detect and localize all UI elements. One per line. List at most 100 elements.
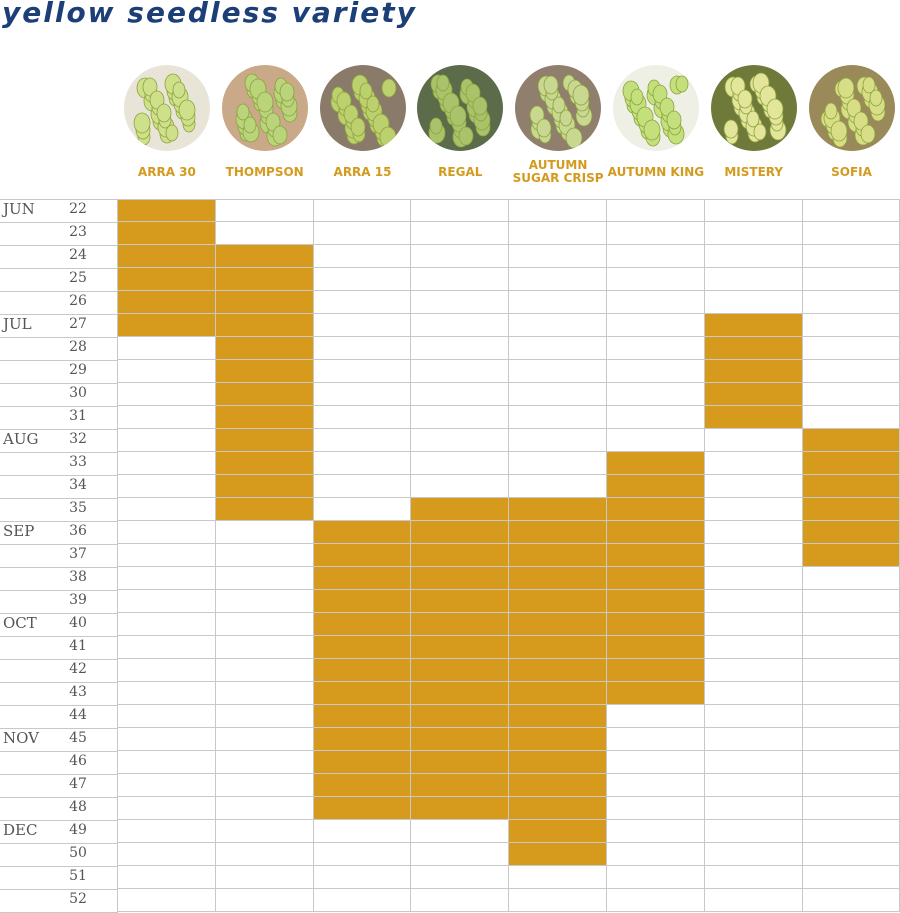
harvest-cell xyxy=(803,567,900,590)
harvest-cell xyxy=(705,843,803,866)
harvest-cell-active xyxy=(314,613,411,636)
harvest-cell xyxy=(216,521,314,544)
harvest-cell-active xyxy=(509,613,607,636)
harvest-cell xyxy=(118,383,216,406)
harvest-cell xyxy=(803,337,900,360)
variety-label-line1: MISTERY xyxy=(705,166,803,179)
harvest-cell xyxy=(118,728,216,751)
week-label: 38 xyxy=(58,569,98,585)
harvest-cell xyxy=(803,797,900,820)
harvest-cell xyxy=(411,199,509,222)
grape-photo-thompson xyxy=(222,65,308,151)
harvest-cell-active xyxy=(118,268,216,291)
harvest-cell xyxy=(705,728,803,751)
harvest-cell xyxy=(411,866,509,889)
harvest-cell xyxy=(509,866,607,889)
harvest-cell xyxy=(411,889,509,912)
harvest-cell xyxy=(314,820,411,843)
harvest-cell xyxy=(411,268,509,291)
week-label: 51 xyxy=(58,868,98,884)
harvest-cell xyxy=(607,843,705,866)
harvest-cell xyxy=(705,705,803,728)
harvest-cell-active xyxy=(216,383,314,406)
month-label-jun: JUN xyxy=(3,200,35,218)
harvest-cell-active xyxy=(509,774,607,797)
harvest-cell xyxy=(118,682,216,705)
harvest-cell xyxy=(705,682,803,705)
harvest-cell xyxy=(118,705,216,728)
harvest-cell xyxy=(216,590,314,613)
harvest-cell-active xyxy=(314,797,411,820)
harvest-cell-active xyxy=(607,682,705,705)
row-divider xyxy=(0,774,118,775)
harvest-cell-active xyxy=(216,291,314,314)
row-divider xyxy=(0,245,118,246)
harvest-cell-active xyxy=(216,406,314,429)
harvest-cell xyxy=(803,843,900,866)
variety-label-thompson: THOMPSON xyxy=(216,166,314,179)
harvest-cell-active xyxy=(216,498,314,521)
harvest-cell-active xyxy=(509,636,607,659)
harvest-cell xyxy=(803,889,900,912)
harvest-cell xyxy=(607,245,705,268)
harvest-cell xyxy=(411,406,509,429)
harvest-cell xyxy=(509,291,607,314)
week-label: 49 xyxy=(58,822,98,838)
harvest-cell xyxy=(411,429,509,452)
harvest-cell xyxy=(803,383,900,406)
grape-photo-mistery xyxy=(711,65,797,151)
harvest-cell xyxy=(803,751,900,774)
week-label: 33 xyxy=(58,454,98,470)
harvest-cell xyxy=(509,268,607,291)
harvest-cell-active xyxy=(314,659,411,682)
harvest-cell xyxy=(803,728,900,751)
month-label-aug: AUG xyxy=(3,430,38,448)
row-divider xyxy=(0,567,118,568)
harvest-cell xyxy=(803,199,900,222)
harvest-cell xyxy=(705,521,803,544)
harvest-cell-active xyxy=(411,774,509,797)
harvest-cell-active xyxy=(607,475,705,498)
harvest-cell xyxy=(607,268,705,291)
harvest-cell xyxy=(803,820,900,843)
harvest-cell xyxy=(216,199,314,222)
harvest-cell xyxy=(705,820,803,843)
week-label: 30 xyxy=(58,385,98,401)
week-label: 27 xyxy=(58,316,98,332)
week-label: 39 xyxy=(58,592,98,608)
harvest-cell-active xyxy=(509,843,607,866)
harvest-cell xyxy=(705,222,803,245)
month-label-sep: SEP xyxy=(3,522,34,540)
week-label: 46 xyxy=(58,753,98,769)
harvest-cell-active xyxy=(216,337,314,360)
harvest-cell-active xyxy=(509,682,607,705)
harvest-cell-active xyxy=(314,567,411,590)
harvest-cell-active xyxy=(314,636,411,659)
harvest-cell xyxy=(705,636,803,659)
week-label: 29 xyxy=(58,362,98,378)
harvest-cell xyxy=(705,659,803,682)
row-divider xyxy=(0,705,118,706)
harvest-cell xyxy=(118,521,216,544)
harvest-cell-active xyxy=(705,383,803,406)
harvest-cell xyxy=(411,337,509,360)
harvest-cell xyxy=(118,544,216,567)
harvest-cell-active xyxy=(509,820,607,843)
week-label: 52 xyxy=(58,891,98,907)
harvest-cell-active xyxy=(411,544,509,567)
harvest-cell xyxy=(607,866,705,889)
harvest-cell xyxy=(411,360,509,383)
harvest-cell-active xyxy=(314,728,411,751)
week-label: 36 xyxy=(58,523,98,539)
harvest-cell xyxy=(314,245,411,268)
harvest-cell xyxy=(607,337,705,360)
harvest-cell xyxy=(705,452,803,475)
harvest-cell-active xyxy=(509,705,607,728)
harvest-cell-active xyxy=(509,544,607,567)
harvest-cell-active xyxy=(411,659,509,682)
week-label: 31 xyxy=(58,408,98,424)
chart-title: yellow seedless variety xyxy=(2,0,417,29)
harvest-cell xyxy=(411,843,509,866)
harvest-cell xyxy=(216,797,314,820)
harvest-cell xyxy=(607,383,705,406)
